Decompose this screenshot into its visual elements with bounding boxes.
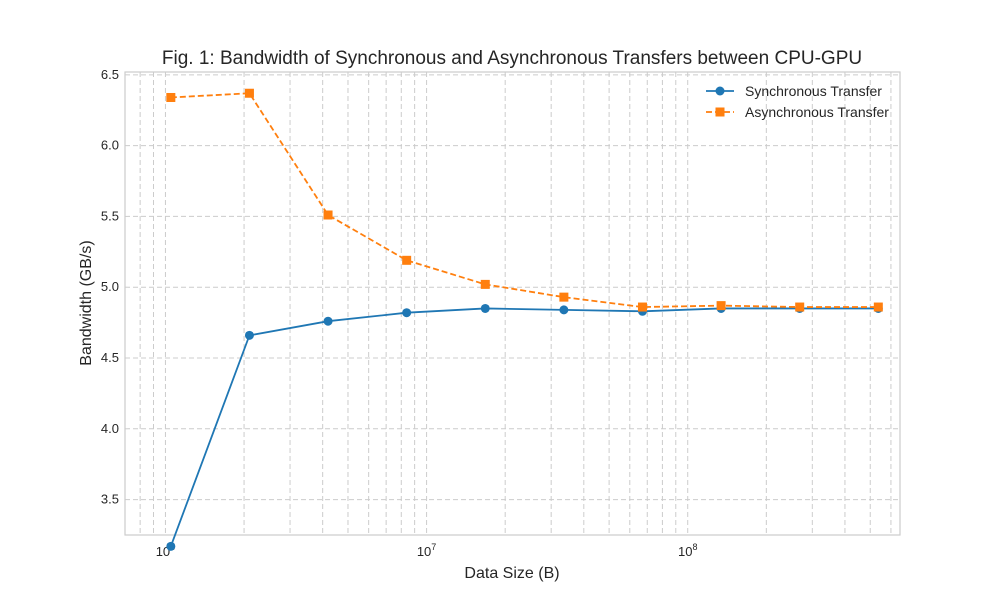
synchronous-point xyxy=(402,308,412,318)
legend-label: Synchronous Transfer xyxy=(745,83,882,99)
asynchronous-point xyxy=(480,279,490,289)
y-axis-label: Bandwidth (GB/s) xyxy=(78,240,95,365)
synchronous-point xyxy=(323,316,333,326)
legend-circle-marker xyxy=(715,86,725,96)
legend: Synchronous Transfer Asynchronous Transfe… xyxy=(706,83,889,120)
y-axis-ticks: 3.5 4.0 4.5 5.0 5.5 6.0 6.5 xyxy=(101,67,119,507)
x-tick-base: 10 xyxy=(678,544,692,559)
y-tick-label: 5.0 xyxy=(101,279,119,294)
legend-label: Asynchronous Transfer xyxy=(745,104,889,120)
x-tick-base: 10 xyxy=(417,544,431,559)
synchronous-point xyxy=(559,305,569,315)
series-line-synchronous xyxy=(169,307,879,547)
x-tick-base: 10 xyxy=(156,544,170,559)
y-tick-label: 5.5 xyxy=(101,208,119,223)
y-tick-label: 6.5 xyxy=(101,67,119,82)
x-tick-exponent: 8 xyxy=(692,542,697,552)
synchronous-point xyxy=(166,541,176,551)
legend-square-marker xyxy=(715,107,725,117)
series-line-asynchronous xyxy=(170,92,879,308)
x-tick-exponent: 7 xyxy=(431,542,436,552)
x-axis-ticks: 106107108 xyxy=(156,542,698,559)
asynchronous-point xyxy=(559,292,569,302)
plot-frame xyxy=(124,71,901,536)
asynchronous-point xyxy=(323,210,333,220)
x-tick-label: 108 xyxy=(678,542,697,559)
asynchronous-point xyxy=(402,255,412,265)
y-tick-label: 6.0 xyxy=(101,138,119,153)
y-tick-label: 4.5 xyxy=(101,350,119,365)
asynchronous-point xyxy=(166,92,176,102)
synchronous-point xyxy=(244,330,254,340)
y-tick-label: 4.0 xyxy=(101,421,119,436)
x-axis-label: Data Size (B) xyxy=(464,565,559,582)
asynchronous-point xyxy=(244,88,254,98)
data-series xyxy=(166,88,883,551)
asynchronous-point xyxy=(795,302,805,312)
y-tick-label: 3.5 xyxy=(101,492,119,507)
asynchronous-point xyxy=(637,302,647,312)
synchronous-point xyxy=(480,303,490,313)
grid-lines xyxy=(124,72,900,535)
asynchronous-point xyxy=(716,301,726,311)
chart-title: Fig. 1: Bandwidth of Synchronous and Asy… xyxy=(162,48,862,69)
asynchronous-point xyxy=(873,302,883,312)
x-tick-label: 107 xyxy=(417,542,436,559)
